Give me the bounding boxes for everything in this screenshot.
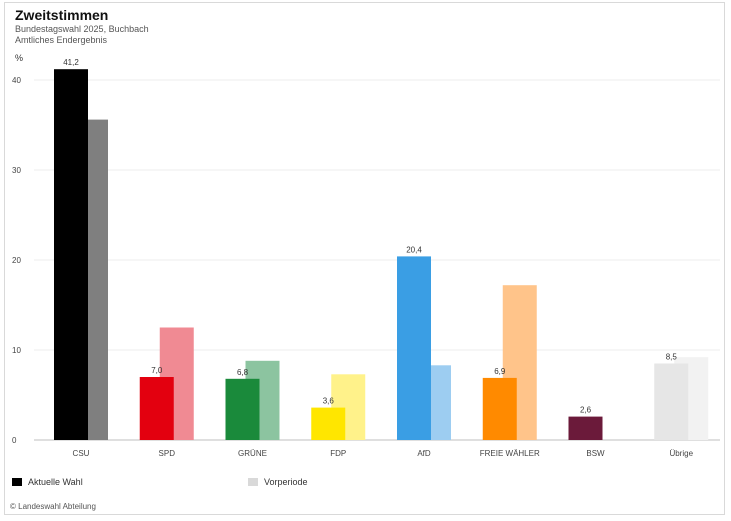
chart-title: Zweitstimmen <box>15 7 109 23</box>
bar-current <box>482 377 517 440</box>
legend-current-swatch <box>12 478 22 486</box>
bar-current <box>225 378 260 440</box>
legend-previous-label: Vorperiode <box>264 477 308 487</box>
y-tick-label: 40 <box>12 76 21 85</box>
data-label: 2,6 <box>580 406 592 415</box>
legend-current: Aktuelle Wahl <box>12 477 83 487</box>
bar-current <box>139 377 174 440</box>
data-label: 8,5 <box>666 353 678 362</box>
x-tick-label: SPD <box>159 449 176 458</box>
x-tick-label: GRÜNE <box>238 449 267 458</box>
legend-current-label: Aktuelle Wahl <box>28 477 83 487</box>
y-tick-label: 30 <box>12 166 21 175</box>
bar-current <box>54 69 88 440</box>
x-tick-label: FDP <box>330 449 346 458</box>
chart-subtitle-2: Amtliches Endergebnis <box>15 35 108 45</box>
x-tick-label: Übrige <box>669 449 693 458</box>
bar-current <box>568 416 603 440</box>
x-tick-label: BSW <box>586 449 605 458</box>
data-label: 6,8 <box>237 368 249 377</box>
bar-current <box>397 256 431 440</box>
x-tick-label: CSU <box>73 449 90 458</box>
data-label: 20,4 <box>406 245 422 254</box>
y-tick-label: 20 <box>12 256 21 265</box>
legend-previous-swatch <box>248 478 258 486</box>
bar-current <box>311 407 346 440</box>
data-label: 3,6 <box>323 397 335 406</box>
data-label: 7,0 <box>151 366 163 375</box>
y-tick-label: 10 <box>12 346 21 355</box>
legend-previous: Vorperiode <box>248 477 308 487</box>
x-tick-label: AfD <box>417 449 431 458</box>
source-credit: © Landeswahl Abteilung <box>10 502 96 511</box>
bar-current <box>654 363 689 440</box>
y-axis-unit: % <box>15 53 24 63</box>
y-tick-label: 0 <box>12 436 17 445</box>
data-label: 6,9 <box>494 367 506 376</box>
chart-subtitle: Bundestagswahl 2025, Buchbach <box>15 24 149 34</box>
x-tick-label: FREIE WÄHLER <box>480 449 540 458</box>
data-label: 41,2 <box>63 58 79 67</box>
